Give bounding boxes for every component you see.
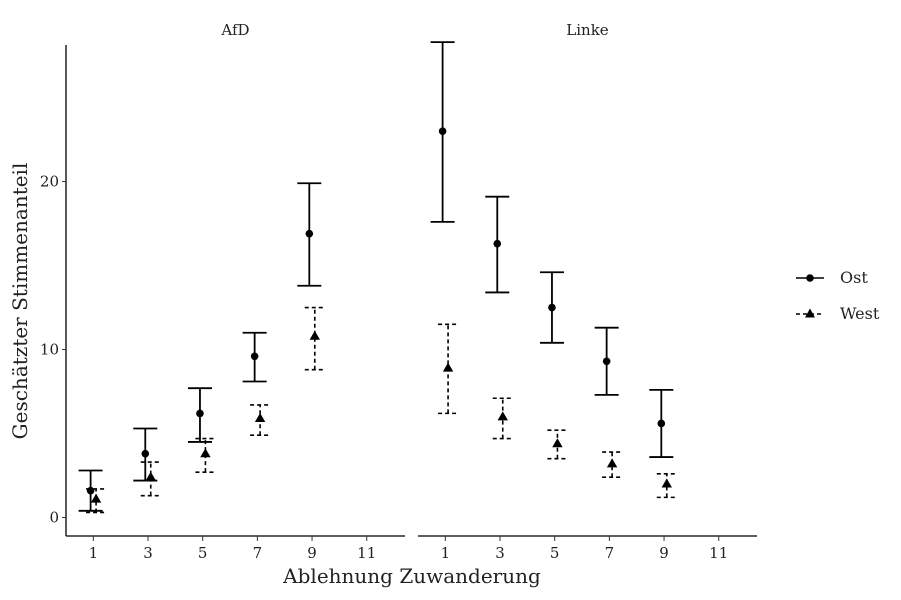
point-triangle	[200, 448, 211, 458]
panel-afd: AfD 0 10 20 1 3 5 7 9 11	[40, 21, 405, 562]
x-tick-label: 11	[357, 544, 376, 562]
legend-item-ost: Ost	[796, 268, 868, 287]
x-tick-label: 1	[89, 544, 99, 562]
point-triangle	[90, 493, 102, 503]
error-bar	[86, 488, 107, 514]
x-tick-label: 5	[198, 544, 208, 562]
x-tick-label: 9	[659, 544, 669, 562]
legend-triangle-icon	[805, 308, 815, 318]
panel-linke: Linke 1 3 5 7 9 11	[418, 21, 757, 562]
x-tick-label: 11	[709, 544, 728, 562]
legend-label: Ost	[840, 268, 868, 287]
x-tick-label: 1	[441, 544, 451, 562]
point-triangle	[442, 362, 454, 372]
x-axis-title: Ablehnung Zuwanderung	[282, 564, 541, 588]
point-circle	[196, 409, 204, 418]
y-axis-title: Geschätzter Stimmenanteil	[8, 163, 32, 440]
legend-circle-icon	[806, 274, 814, 282]
error-bar	[656, 473, 677, 499]
point-triangle	[309, 330, 320, 340]
point-triangle	[606, 458, 618, 468]
point-triangle	[254, 413, 266, 423]
panel-title: AfD	[220, 21, 249, 39]
x-tick-label: 3	[495, 544, 505, 562]
legend: Ost West	[796, 268, 880, 323]
point-circle	[305, 229, 314, 238]
x-tick-label: 9	[307, 544, 317, 562]
point-circle	[602, 357, 611, 366]
x-tick-label: 7	[605, 544, 615, 562]
y-tick-label: 10	[40, 341, 59, 359]
legend-label: West	[840, 304, 880, 323]
point-triangle	[145, 471, 156, 481]
x-tick-label: 3	[143, 544, 153, 562]
y-tick-label: 20	[40, 173, 59, 191]
series-west	[438, 323, 677, 499]
point-triangle	[661, 478, 672, 488]
x-tick-label: 7	[253, 544, 263, 562]
point-circle	[250, 352, 259, 361]
series-ost	[430, 41, 674, 458]
series-west	[86, 306, 325, 514]
chart-panels: AfD 0 10 20 1 3 5 7 9 11 Linke 1 3 5 7 9 11	[40, 21, 757, 562]
series-ost	[78, 182, 322, 512]
x-tick-label: 5	[550, 544, 560, 562]
point-circle	[86, 486, 95, 495]
panel-title: Linke	[566, 21, 609, 39]
point-triangle	[552, 438, 563, 448]
error-bar	[492, 397, 513, 440]
point-circle	[141, 449, 150, 458]
y-tick-label: 0	[49, 509, 59, 527]
point-triangle	[497, 411, 508, 421]
point-circle	[548, 303, 556, 312]
legend-item-west: West	[796, 304, 880, 323]
error-bar	[602, 451, 623, 479]
point-circle	[657, 419, 666, 428]
point-circle	[438, 127, 447, 135]
point-circle	[493, 239, 502, 248]
